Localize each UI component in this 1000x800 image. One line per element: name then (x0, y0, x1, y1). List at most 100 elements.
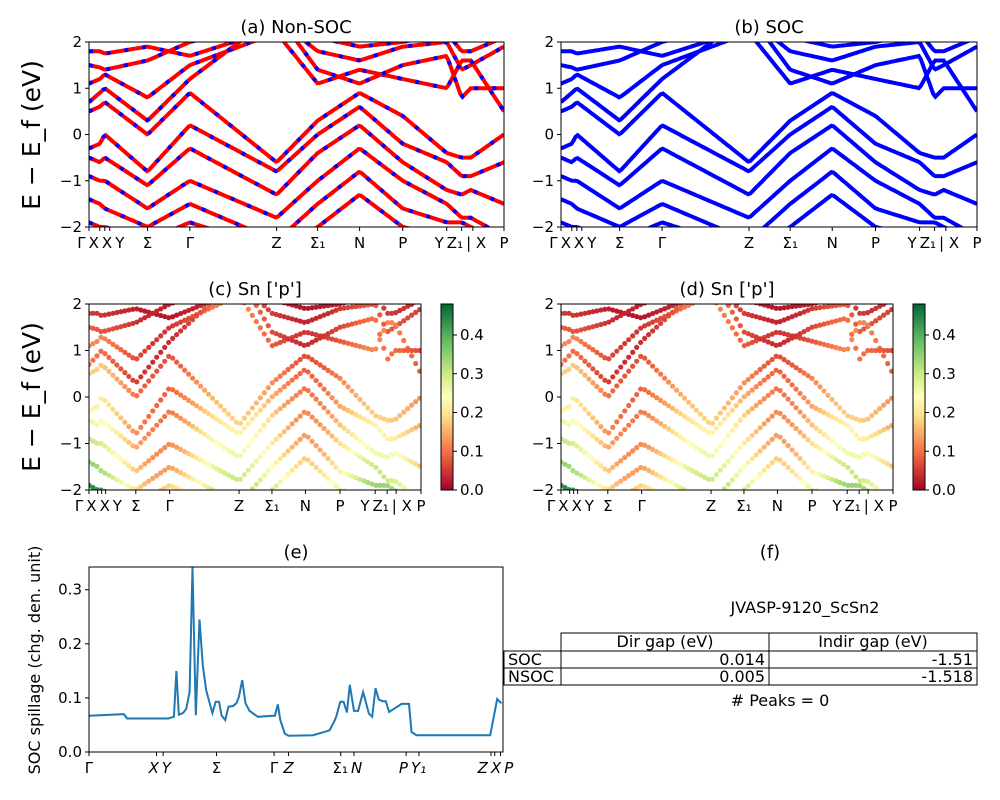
scatter-point (665, 379, 672, 385)
scatter-point (821, 491, 826, 496)
scatter-point (94, 421, 100, 428)
scatter-point (809, 422, 815, 428)
scatter-point (90, 357, 96, 363)
scatter-point (106, 368, 112, 375)
scatter-point (345, 304, 351, 311)
scatter-point (669, 480, 676, 486)
scatter-point (201, 459, 208, 465)
scatter-point (745, 331, 751, 337)
scatter-point (126, 373, 132, 380)
scatter-point (785, 418, 791, 424)
scatter-point (797, 429, 803, 435)
scatter-point (757, 315, 763, 321)
scatter-point (650, 310, 656, 317)
scatter-point (626, 473, 632, 479)
scatter-point (889, 463, 893, 469)
scatter-point (590, 347, 596, 353)
scatter-point (721, 312, 727, 318)
scatter-point (293, 440, 299, 446)
scatter-point (341, 488, 347, 490)
scatter-point (869, 481, 875, 488)
scatter-point (614, 481, 620, 487)
table-row-border (503, 667, 978, 686)
scatter-point (849, 482, 855, 488)
scatter-point (154, 308, 160, 314)
scatter-point (785, 337, 791, 343)
scatter-point (166, 353, 172, 359)
scatter-point (309, 317, 315, 323)
scatter-point (614, 369, 620, 375)
scatter-point (393, 347, 399, 354)
scatter-point (793, 425, 799, 432)
scatter-point (397, 320, 403, 327)
scatter-point (861, 326, 867, 332)
scatter-point (614, 383, 620, 389)
scatter-point (789, 382, 795, 388)
scatter-point (381, 432, 387, 438)
scatter-point (717, 421, 723, 427)
scatter-point (301, 386, 307, 392)
scatter-point (134, 379, 140, 385)
scatter-point (753, 384, 759, 390)
scatter-point (273, 376, 279, 383)
scatter-point (650, 328, 656, 334)
scatter-point (865, 322, 871, 328)
scatter-point (126, 424, 132, 430)
colorbar-tick-label: 0.1 (932, 442, 956, 460)
row-label-soc: SOC (508, 650, 542, 669)
scatter-point (325, 409, 331, 415)
scatter-point (397, 413, 403, 419)
scatter-point (174, 321, 180, 327)
scatter-point (566, 421, 572, 428)
scatter-point (217, 403, 224, 409)
scatter-point (114, 344, 120, 350)
scatter-point (801, 309, 807, 315)
scatter-point (877, 347, 883, 354)
scatter-point (578, 472, 584, 478)
scatter-point (249, 405, 255, 411)
scatter-point (353, 412, 359, 418)
scatter-point (205, 434, 212, 440)
scatter-point (150, 475, 156, 481)
scatter-point (309, 357, 315, 363)
scatter-point (885, 399, 891, 405)
scatter-point (301, 329, 307, 336)
scatter-point (765, 417, 771, 423)
band-line-dash (89, 42, 504, 113)
scatter-point (837, 405, 843, 411)
scatter-point (642, 314, 648, 320)
scatter-point (417, 368, 421, 374)
scatter-point (225, 447, 232, 453)
scatter-point (885, 461, 891, 467)
scatter-point (162, 329, 168, 335)
scatter-point (853, 305, 859, 311)
scatter-point (118, 456, 124, 462)
scatter-point (622, 310, 628, 316)
scatter-point (341, 380, 347, 386)
scatter-point (289, 363, 295, 369)
scatter-point (277, 373, 283, 379)
scatter-point (405, 457, 411, 463)
scatter-point (166, 325, 172, 331)
x-tick-label: P (808, 497, 817, 515)
scatter-point (225, 472, 232, 478)
scatter-point (650, 319, 656, 325)
scatter-point (582, 341, 588, 347)
scatter-point (377, 482, 383, 488)
scatter-point (201, 431, 208, 437)
scatter-point (261, 422, 267, 428)
scatter-point (102, 312, 108, 318)
scatter-point (881, 347, 887, 354)
scatter-point (777, 387, 783, 394)
scatter-point (761, 467, 767, 473)
scatter-point (249, 463, 255, 469)
band-line (561, 42, 972, 58)
plot-area-b (561, 42, 977, 227)
scatter-point (397, 452, 403, 459)
scatter-point (337, 304, 343, 307)
scatter-point (789, 304, 795, 310)
x-tick-label: Z₁ (845, 497, 861, 515)
x-tick-label: Y (584, 497, 595, 515)
scatter-point (602, 355, 608, 361)
scatter-point (642, 410, 648, 416)
